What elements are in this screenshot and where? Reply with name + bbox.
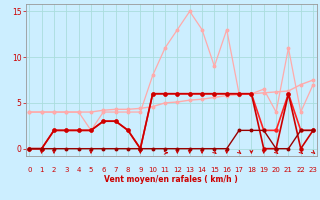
X-axis label: Vent moyen/en rafales ( km/h ): Vent moyen/en rafales ( km/h ) — [104, 174, 238, 184]
